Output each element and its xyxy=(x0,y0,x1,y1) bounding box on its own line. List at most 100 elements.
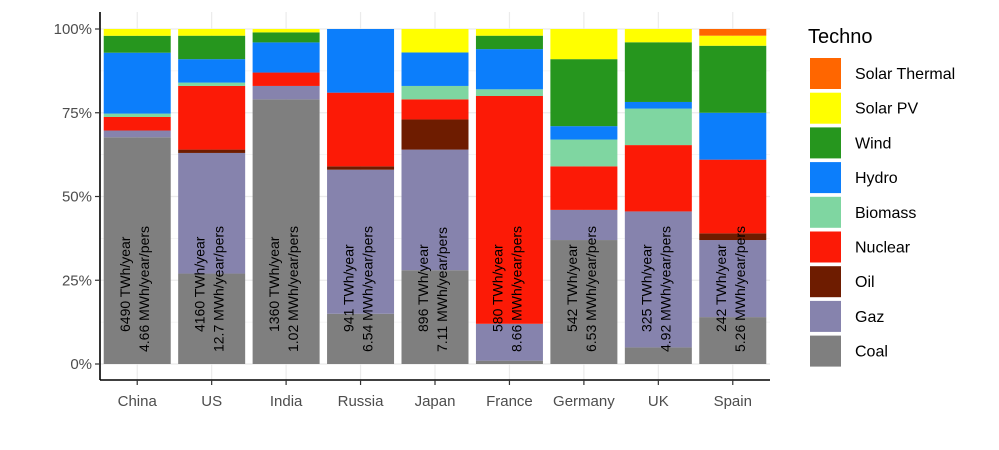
bar-segment-gaz-us xyxy=(178,152,246,274)
bar-segment-gaz-france xyxy=(475,323,543,361)
bar-segment-gaz-china xyxy=(103,130,171,138)
bar-label-total: 242 TWh/year xyxy=(713,244,729,332)
bar-segment-hydro-china xyxy=(103,52,171,114)
bar-label-per-person: 12.7 MWh/year/pers xyxy=(211,226,227,352)
bar-segment-biomass-uk xyxy=(624,108,692,146)
legend-swatch-oil xyxy=(810,266,841,298)
bar-segment-solar-thermal-spain xyxy=(699,29,767,36)
bar-segment-oil-japan xyxy=(401,119,469,150)
x-tick-label: China xyxy=(118,393,158,410)
bar-segment-wind-uk xyxy=(624,42,692,102)
legend-label: Nuclear xyxy=(855,240,911,257)
bar-segment-gaz-germany xyxy=(550,209,618,241)
bar-segment-wind-germany xyxy=(550,59,618,127)
plot-bars xyxy=(103,29,767,364)
bar-segment-nuclear-japan xyxy=(401,99,469,120)
bar-segment-coal-spain xyxy=(699,317,767,364)
bar-segment-solar-pv-india xyxy=(252,29,320,33)
legend-title: Techno xyxy=(808,26,873,48)
bar-label-total: 580 TWh/year xyxy=(489,244,505,332)
bar-segment-solar-pv-us xyxy=(178,29,246,36)
bar-label-per-person: 7.11 MWh/year/pers xyxy=(434,227,450,352)
bar-label-per-person: 4.66 MWh/year/pers xyxy=(136,226,152,352)
legend: Techno Solar Thermal Solar PV Wind Hydro Bio… xyxy=(808,26,955,367)
x-tick-label: UK xyxy=(648,393,669,410)
y-tick-label: 100% xyxy=(54,21,92,38)
bar-segment-nuclear-france xyxy=(475,96,543,324)
bar-label-total: 1360 TWh/year xyxy=(266,236,282,332)
bar-segment-wind-spain xyxy=(699,45,767,113)
bar-segment-hydro-russia xyxy=(327,29,395,93)
bar-label-per-person: 1.02 MWh/year/pers xyxy=(285,226,301,352)
bar-segment-coal-germany xyxy=(550,240,618,364)
bar-label-total: 542 TWh/year xyxy=(564,244,580,332)
bar-label-per-person: 6.54 MWh/year/pers xyxy=(360,226,376,352)
bar-segment-solar-pv-germany xyxy=(550,29,618,60)
bar-label-per-person: 6.53 MWh/year/pers xyxy=(583,226,599,352)
bar-segment-coal-russia xyxy=(327,313,395,364)
bar-segment-hydro-japan xyxy=(401,52,469,86)
bar-segment-hydro-france xyxy=(475,49,543,90)
x-tick-label: US xyxy=(201,393,222,410)
bar-segment-hydro-uk xyxy=(624,101,692,109)
legend-label: Oil xyxy=(855,274,875,291)
plot-axes: 0% 25% 50% 75% 100% China US India Russia Japan Fr… xyxy=(54,12,770,410)
bar-segment-solar-pv-china xyxy=(103,29,171,36)
legend-swatch-wind xyxy=(810,127,841,159)
bar-segment-solar-pv-france xyxy=(475,29,543,36)
bar-segment-solar-pv-japan xyxy=(401,29,469,53)
legend-swatch-hydro xyxy=(810,162,841,194)
x-tick-label: India xyxy=(270,393,303,410)
bar-segment-solar-pv-uk xyxy=(624,29,692,43)
bar-segment-biomass-japan xyxy=(401,85,469,100)
bar-label-per-person: 4.92 MWh/year/pers xyxy=(657,226,673,352)
legend-label: Solar Thermal xyxy=(855,66,955,83)
y-tick-label: 0% xyxy=(70,356,92,373)
bar-segment-gaz-india xyxy=(252,85,320,100)
bar-label-total: 4160 TWh/year xyxy=(192,236,208,332)
x-tick-label: Japan xyxy=(415,393,456,410)
y-tick-label: 75% xyxy=(62,105,92,122)
legend-swatch-solar-thermal xyxy=(810,58,841,89)
bar-segment-coal-us xyxy=(178,273,246,364)
bar-segment-oil-spain xyxy=(699,233,767,241)
bar-label-total: 6490 TWh/year xyxy=(117,236,133,332)
bar-label-total: 325 TWh/year xyxy=(638,244,654,332)
bar-segment-hydro-spain xyxy=(699,112,767,160)
bar-segment-oil-us xyxy=(178,149,246,153)
legend-label: Wind xyxy=(855,135,891,152)
bar-segment-nuclear-china xyxy=(103,116,171,131)
legend-swatch-nuclear xyxy=(810,231,841,263)
bar-segment-solar-pv-spain xyxy=(699,35,767,46)
bar-segment-wind-india xyxy=(252,32,320,43)
bar-segment-hydro-germany xyxy=(550,126,618,140)
bar-segment-nuclear-us xyxy=(178,85,246,150)
bar-segment-nuclear-india xyxy=(252,72,320,86)
legend-label: Coal xyxy=(855,344,888,361)
legend-label: Solar PV xyxy=(855,101,918,118)
x-tick-label: Russia xyxy=(338,393,385,410)
bar-label-total: 941 TWh/year xyxy=(341,244,357,332)
bar-segment-gaz-russia xyxy=(327,169,395,314)
legend-label: Gaz xyxy=(855,309,884,326)
bar-segment-oil-russia xyxy=(327,166,395,170)
bar-segment-hydro-us xyxy=(178,59,246,83)
bar-segment-coal-japan xyxy=(401,270,469,364)
bar-segment-biomass-us xyxy=(178,82,246,86)
y-tick-label: 50% xyxy=(62,189,92,206)
bar-segment-wind-france xyxy=(475,35,543,50)
legend-swatch-gaz xyxy=(810,300,841,332)
legend-swatch-biomass xyxy=(810,196,841,228)
bar-segment-nuclear-uk xyxy=(624,145,692,212)
bar-segment-coal-india xyxy=(252,99,320,364)
x-tick-label: Spain xyxy=(714,393,752,410)
bar-segment-nuclear-russia xyxy=(327,92,395,167)
bar-segment-gaz-japan xyxy=(401,149,469,271)
bar-label-per-person: 8.66 MWh/year/pers xyxy=(508,226,524,352)
bar-label-total: 896 TWh/year xyxy=(415,244,431,332)
legend-label: Biomass xyxy=(855,205,916,222)
bar-segment-biomass-germany xyxy=(550,139,618,167)
bar-segment-gaz-spain xyxy=(699,240,767,318)
y-tick-label: 25% xyxy=(62,272,92,289)
